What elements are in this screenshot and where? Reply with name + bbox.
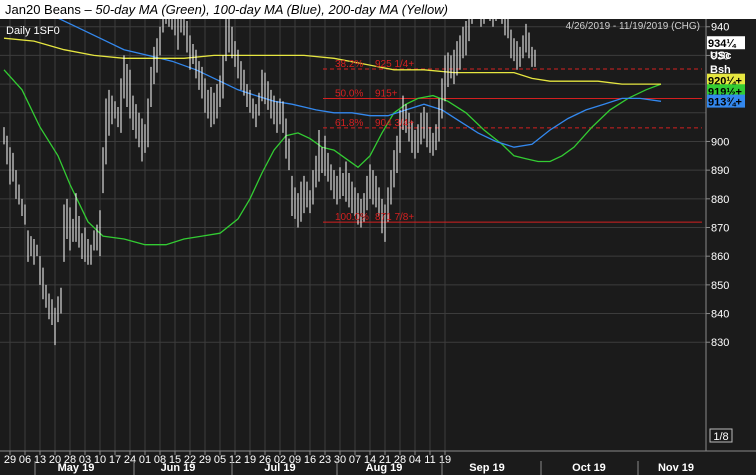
last-price-marker-label: 934¼ [708,38,736,50]
date-tick-label: 26 [259,454,271,466]
date-tick-label: 29 [199,454,211,466]
date-tick-label: 10 [94,454,106,466]
price-axis-title: USc [710,50,731,62]
price-tick-label: 890 [711,165,729,177]
date-tick-label: 29 [4,454,16,466]
price-axis-title: Bsh [710,64,731,76]
date-tick-label: 14 [364,454,376,466]
date-tick-label: 13 [34,454,46,466]
ma50-marker-box [707,84,745,98]
ma100-line [58,19,662,148]
ma200-marker-box [707,73,745,87]
price-tick-label: 940 [711,22,729,34]
month-label: Jul 19 [264,462,295,474]
fib-price-label: 904 3/4+ [375,118,414,129]
fib-labels: 0.0%958 1/4+38.2%925 1/4+50.0%915+61.8%9… [335,59,414,223]
date-tick-label: 20 [49,454,61,466]
date-tick-label: 02 [274,454,286,466]
date-tick-label: 21 [379,454,391,466]
price-axis: 940930900890880870860850840830PriceUScBs… [706,22,737,349]
price-tick-label: 840 [711,309,729,321]
chart-title-symbol: Jan20 Beans [5,2,81,17]
date-tick-label: 07 [349,454,361,466]
date-tick-label: 16 [304,454,316,466]
fib-price-label: 915+ [375,88,398,99]
date-tick-label: 12 [229,454,241,466]
date-tick-label: 23 [319,454,331,466]
fib-price-label: 925 1/4+ [375,59,414,70]
chart-area: Daily 1SF0 4/26/2019 - 11/19/2019 (CHG) … [0,19,756,475]
price-tick-label: 930 [711,50,729,62]
scale-box[interactable] [709,428,733,443]
gridlines [0,19,706,451]
price-bars [3,19,536,346]
date-tick-label: 28 [64,454,76,466]
ma50-line [3,69,662,246]
date-tick-label: 19 [244,454,256,466]
date-range-label: 4/26/2019 - 11/19/2019 (CHG) [566,21,700,32]
price-tick-label: 860 [711,251,729,263]
last-price-marker-box [707,36,745,50]
price-tick-label: 870 [711,223,729,235]
price-tick-label: 850 [711,280,729,292]
ma100-marker-label: 913¾+ [708,97,742,109]
price-tick-label: 880 [711,194,729,206]
date-tick-label: 06 [19,454,31,466]
chart-background [0,19,756,475]
date-tick-label: 08 [154,454,166,466]
ma100-marker-box [707,94,745,108]
fib-pct-label: 38.2% [335,59,363,70]
price-tick-label: 830 [711,337,729,349]
fib-price-label: 871 7/8+ [375,212,414,223]
scale-label[interactable]: 1/8 [713,431,728,443]
month-label: Jun 19 [161,462,196,474]
month-label: Sep 19 [469,462,504,474]
date-tick-label: 09 [289,454,301,466]
month-label: Oct 19 [572,462,606,474]
date-tick-label: 01 [139,454,151,466]
date-tick-label: 15 [169,454,181,466]
date-tick-label: 28 [394,454,406,466]
month-label: Nov 19 [658,462,694,474]
fib-pct-label: 50.0% [335,88,363,99]
date-tick-label: 24 [124,454,136,466]
date-tick-label: 05 [214,454,226,466]
fib-pct-label: 100.0% [335,212,369,223]
date-tick-label: 19 [439,454,451,466]
date-tick-label: 17 [109,454,121,466]
date-tick-label: 22 [184,454,196,466]
month-label: May 19 [58,462,95,474]
interval-label: Daily 1SF0 [6,25,60,37]
date-axis: 29 06 13 20 28 03 10 17 24 01 08 15 22 29 05 12 19 26 02 09… [4,451,694,475]
date-tick-label: 03 [79,454,91,466]
fib-pct-label: 61.8% [335,118,363,129]
date-tick-label: 11 [424,454,435,466]
month-label: Aug 19 [366,462,403,474]
price-tick-label: 900 [711,136,729,148]
chart-title-description: – 50-day MA (Green), 100-day MA (Blue), … [80,2,448,17]
date-tick-label: 04 [409,454,421,466]
chart-title-bar: Jan20 Beans – 50-day MA (Green), 100-day… [0,0,756,19]
date-tick-label: 30 [334,454,346,466]
fib-levels [323,68,702,223]
